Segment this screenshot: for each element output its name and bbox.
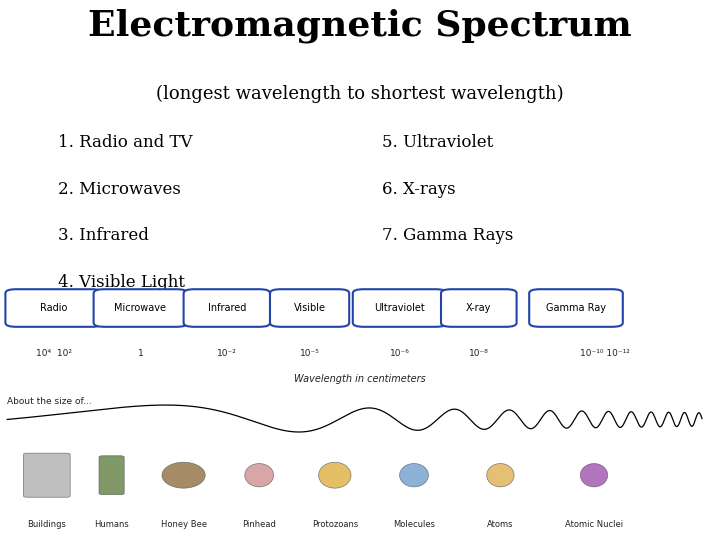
Ellipse shape <box>487 463 514 487</box>
Text: 2. Microwaves: 2. Microwaves <box>58 181 181 198</box>
Ellipse shape <box>162 462 205 488</box>
Ellipse shape <box>319 462 351 488</box>
FancyBboxPatch shape <box>353 289 446 327</box>
Text: Microwave: Microwave <box>114 303 166 313</box>
Text: 4. Visible Light: 4. Visible Light <box>58 274 184 291</box>
Text: Atoms: Atoms <box>487 520 513 529</box>
Text: Wavelength in centimeters: Wavelength in centimeters <box>294 374 426 384</box>
Text: 10⁴  10²: 10⁴ 10² <box>36 349 72 358</box>
Ellipse shape <box>245 463 274 487</box>
Text: Visible: Visible <box>294 303 325 313</box>
Text: X-ray: X-ray <box>466 303 492 313</box>
Text: Honey Bee: Honey Bee <box>161 520 207 529</box>
FancyBboxPatch shape <box>6 289 103 327</box>
Text: 5. Ultraviolet: 5. Ultraviolet <box>382 134 493 151</box>
FancyBboxPatch shape <box>270 289 349 327</box>
Text: 1. Radio and TV: 1. Radio and TV <box>58 134 192 151</box>
FancyBboxPatch shape <box>94 289 187 327</box>
Text: About the size of...: About the size of... <box>7 397 92 406</box>
FancyBboxPatch shape <box>529 289 623 327</box>
Text: 7. Gamma Rays: 7. Gamma Rays <box>382 227 513 245</box>
Text: Protozoans: Protozoans <box>312 520 358 529</box>
Text: Atomic Nuclei: Atomic Nuclei <box>565 520 623 529</box>
Text: (longest wavelength to shortest wavelength): (longest wavelength to shortest waveleng… <box>156 85 564 103</box>
FancyBboxPatch shape <box>24 453 71 497</box>
Text: Buildings: Buildings <box>27 520 66 529</box>
Text: Pinhead: Pinhead <box>242 520 276 529</box>
FancyBboxPatch shape <box>441 289 517 327</box>
Text: Molecules: Molecules <box>393 520 435 529</box>
Text: 10⁻⁶: 10⁻⁶ <box>390 349 410 358</box>
Text: 1: 1 <box>138 349 143 358</box>
Text: 10⁻⁸: 10⁻⁸ <box>469 349 489 358</box>
FancyBboxPatch shape <box>99 456 124 495</box>
Text: 10⁻¹⁰ 10⁻¹²: 10⁻¹⁰ 10⁻¹² <box>580 349 630 358</box>
Text: Ultraviolet: Ultraviolet <box>374 303 425 313</box>
Text: 3. Infrared: 3. Infrared <box>58 227 148 245</box>
Ellipse shape <box>580 463 608 487</box>
Ellipse shape <box>400 463 428 487</box>
Text: Infrared: Infrared <box>207 303 246 313</box>
Text: 10⁻²: 10⁻² <box>217 349 237 358</box>
Text: Electromagnetic Spectrum: Electromagnetic Spectrum <box>88 9 632 43</box>
Text: Radio: Radio <box>40 303 68 313</box>
FancyBboxPatch shape <box>184 289 270 327</box>
Text: Gamma Ray: Gamma Ray <box>546 303 606 313</box>
Text: Humans: Humans <box>94 520 129 529</box>
Text: 6. X-rays: 6. X-rays <box>382 181 455 198</box>
Text: 10⁻⁵: 10⁻⁵ <box>300 349 320 358</box>
